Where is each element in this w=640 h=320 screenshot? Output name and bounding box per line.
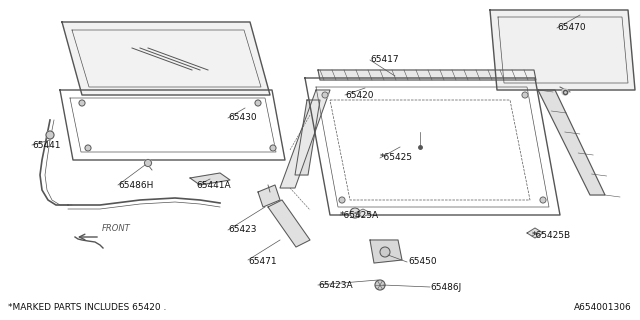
Polygon shape	[62, 22, 270, 95]
Text: 65470: 65470	[557, 23, 586, 33]
Circle shape	[79, 100, 85, 106]
Text: 65486H: 65486H	[118, 181, 154, 190]
Circle shape	[562, 89, 568, 95]
Circle shape	[339, 197, 345, 203]
Text: 65423A: 65423A	[318, 281, 353, 290]
Text: *65425A: *65425A	[340, 211, 379, 220]
Text: *65425B: *65425B	[532, 231, 571, 241]
Circle shape	[145, 159, 152, 166]
Polygon shape	[370, 240, 402, 263]
Text: 65423: 65423	[228, 226, 257, 235]
Circle shape	[350, 208, 360, 218]
Text: 65420: 65420	[345, 91, 374, 100]
Text: 65441: 65441	[32, 140, 61, 149]
Polygon shape	[490, 10, 635, 90]
Text: 65450: 65450	[408, 258, 436, 267]
Circle shape	[322, 92, 328, 98]
Text: 65417: 65417	[370, 55, 399, 65]
Polygon shape	[258, 185, 280, 207]
Text: 65471: 65471	[248, 257, 276, 266]
Polygon shape	[190, 173, 230, 185]
Circle shape	[255, 100, 261, 106]
Text: *MARKED PARTS INCLUDES 65420 .: *MARKED PARTS INCLUDES 65420 .	[8, 303, 166, 312]
Circle shape	[540, 197, 546, 203]
Circle shape	[522, 92, 528, 98]
Polygon shape	[295, 100, 320, 175]
Polygon shape	[280, 90, 330, 188]
Circle shape	[46, 131, 54, 139]
Polygon shape	[538, 90, 605, 195]
Circle shape	[85, 145, 91, 151]
Polygon shape	[527, 228, 543, 238]
Text: A654001306: A654001306	[574, 303, 632, 312]
Text: 65441A: 65441A	[196, 180, 230, 189]
Circle shape	[375, 280, 385, 290]
Circle shape	[380, 247, 390, 257]
Polygon shape	[318, 70, 536, 80]
Text: *65425: *65425	[380, 154, 413, 163]
Circle shape	[270, 145, 276, 151]
Polygon shape	[355, 209, 371, 217]
Text: 65486J: 65486J	[430, 284, 461, 292]
Polygon shape	[268, 200, 310, 247]
Text: FRONT: FRONT	[102, 224, 131, 233]
Text: 65430: 65430	[228, 113, 257, 122]
